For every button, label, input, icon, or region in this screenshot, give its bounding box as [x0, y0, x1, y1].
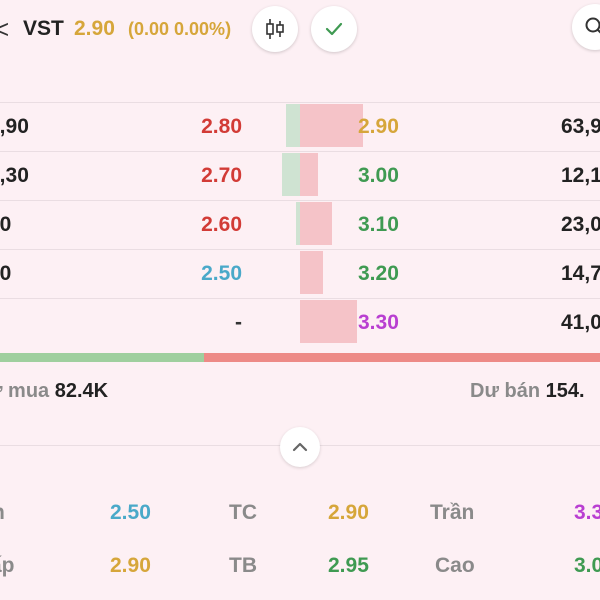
orderbook-row: 00 2.60 3.10 23,0 — [0, 201, 600, 250]
ask-price[interactable]: 3.00 — [358, 164, 399, 187]
stock-symbol: VST — [23, 17, 64, 40]
bid-volume: 0,90 — [0, 115, 29, 138]
candlestick-chart-icon — [266, 19, 284, 39]
header: < VST 2.90 (0.00 0.00%) — [0, 0, 600, 62]
bid-volume-bar — [282, 153, 300, 196]
remaining-buy: ư mua 82.4K — [0, 380, 108, 403]
orderbook-top-divider — [0, 102, 600, 103]
ask-volume-bar — [300, 153, 318, 196]
remaining-buy-label: ư mua — [0, 380, 50, 402]
ask-volume: 23,0 — [561, 213, 600, 236]
bid-price[interactable]: 2.70 — [201, 164, 242, 187]
ask-volume-bar — [300, 202, 332, 245]
search-icon — [585, 17, 600, 34]
orderbook-row: 2,30 2.70 3.00 12,1 — [0, 152, 600, 201]
confirm-button[interactable] — [311, 6, 357, 52]
stat-value-low: 2.90 — [110, 554, 151, 577]
bid-volume-bar — [296, 202, 300, 245]
stat-label-high: Cao — [435, 554, 475, 577]
ask-volume: 63,9 — [561, 115, 600, 138]
orderbook-row: - 3.30 41,0 — [0, 299, 600, 348]
bid-volume: 2,30 — [0, 164, 29, 187]
stat-value-high: 3.0 — [574, 554, 600, 577]
stat-label-floor: n — [0, 501, 5, 525]
remaining-sell-value: 154. — [545, 380, 585, 402]
stat-label-average: TB — [229, 554, 257, 577]
stock-price: 2.90 — [74, 17, 115, 40]
stat-value-reference: 2.90 — [328, 501, 369, 524]
orderbook-row: 20 2.50 3.20 14,7 — [0, 250, 600, 299]
stat-label-ceiling: Trần — [430, 501, 475, 524]
bid-volume: 00 — [0, 213, 12, 236]
ask-price[interactable]: 2.90 — [358, 115, 399, 138]
bid-price[interactable]: - — [235, 311, 242, 334]
stat-label-reference: TC — [229, 501, 257, 524]
ask-volume-bar — [300, 251, 323, 294]
ask-price[interactable]: 3.30 — [358, 311, 399, 334]
search-button[interactable] — [572, 4, 600, 50]
bid-volume: 20 — [0, 262, 12, 285]
remaining-sell: Dư bán 154. — [470, 380, 585, 403]
buy-sell-ratio-bar — [0, 353, 600, 362]
collapse-button[interactable] — [280, 427, 320, 467]
stat-value-floor: 2.50 — [110, 501, 151, 524]
bid-price[interactable]: 2.50 — [201, 262, 242, 285]
row-divider — [0, 249, 600, 250]
row-divider — [0, 298, 600, 299]
chevron-up-icon — [292, 442, 308, 452]
stat-value-average: 2.95 — [328, 554, 369, 577]
chart-button[interactable] — [252, 6, 298, 52]
remaining-sell-label: Dư bán — [470, 380, 541, 402]
check-icon — [325, 22, 343, 36]
bid-price[interactable]: 2.60 — [201, 213, 242, 236]
ask-price[interactable]: 3.20 — [358, 262, 399, 285]
remaining-buy-value: 82.4K — [54, 380, 109, 402]
ask-price[interactable]: 3.10 — [358, 213, 399, 236]
stat-value-ceiling: 3.3 — [574, 501, 600, 524]
ask-volume: 14,7 — [561, 262, 600, 285]
buy-ratio-fill — [0, 353, 204, 362]
stat-label-low: ấp — [0, 554, 15, 577]
price-change: (0.00 0.00%) — [128, 19, 232, 39]
bid-price[interactable]: 2.80 — [201, 115, 242, 138]
ask-volume-bar — [300, 300, 357, 343]
ask-volume-bar — [300, 104, 363, 147]
ask-volume: 41,0 — [561, 311, 600, 334]
row-divider — [0, 151, 600, 152]
bid-volume-bar — [286, 104, 300, 147]
ask-volume: 12,1 — [561, 164, 600, 187]
row-divider — [0, 200, 600, 201]
orderbook-row: 0,90 2.80 2.90 63,9 — [0, 103, 600, 152]
back-chevron-icon[interactable]: < — [0, 14, 10, 44]
sell-ratio-fill — [204, 353, 600, 362]
